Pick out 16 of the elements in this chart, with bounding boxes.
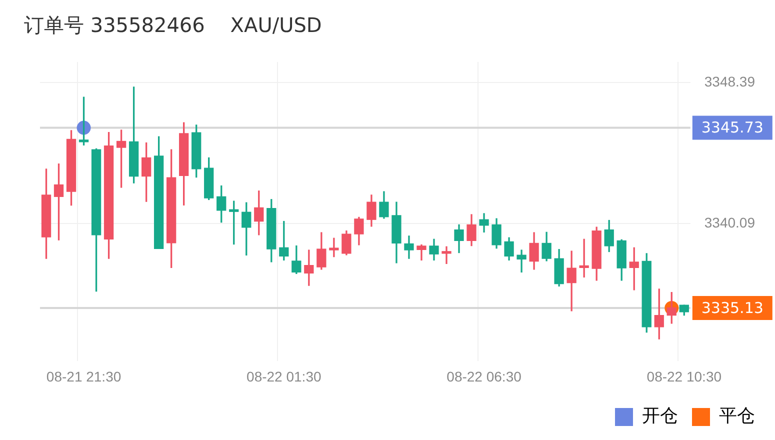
x-tick-label: 08-22 01:30 (246, 368, 322, 384)
y-tick-label: 3348.39 (704, 73, 756, 90)
legend-label: 开仓 (642, 406, 678, 427)
candlestick (516, 250, 526, 272)
legend-label: 平仓 (719, 406, 755, 427)
y-tick-label: 3340.09 (704, 214, 756, 231)
x-tick-label: 08-22 06:30 (446, 368, 522, 384)
candlestick (579, 238, 589, 278)
ref-line-label: 3345.73 (701, 118, 764, 137)
candlestick (329, 238, 339, 258)
ref-line-label: 3335.13 (701, 298, 764, 317)
candlestick (566, 250, 576, 312)
x-tick-label: 08-22 10:30 (646, 368, 722, 384)
candlestick (442, 246, 452, 264)
x-tick-label: 08-21 21:30 (46, 368, 122, 384)
chart-title: 订单号 335582466 XAU/USD (24, 12, 322, 39)
